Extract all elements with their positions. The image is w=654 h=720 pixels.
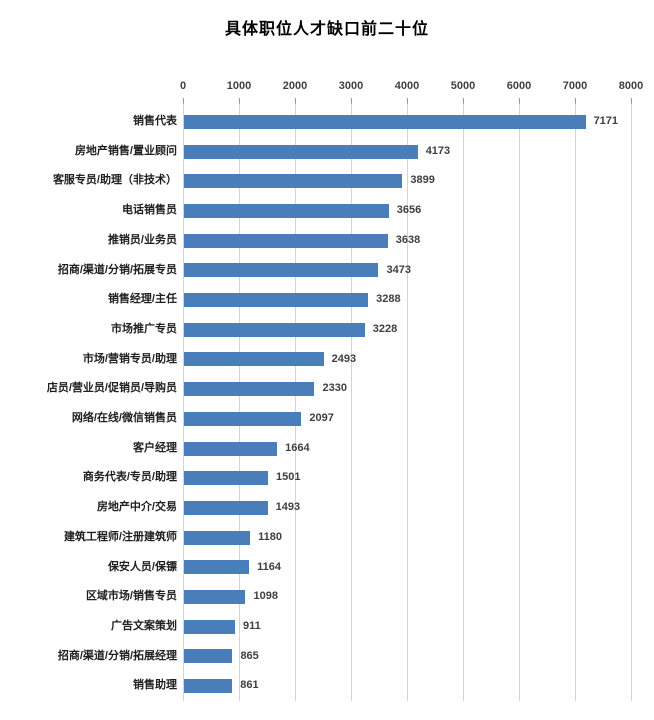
x-axis-tick-label: 0 <box>179 80 187 92</box>
value-label: 865 <box>240 649 259 662</box>
bar <box>184 500 268 515</box>
x-axis-tick-mark <box>463 98 464 104</box>
category-label: 广告文案策划 <box>111 619 177 632</box>
value-label: 1098 <box>253 590 278 603</box>
bar <box>184 441 278 456</box>
vertical-gridline <box>575 104 576 701</box>
x-axis-tick-mark <box>575 98 576 104</box>
value-label: 7171 <box>593 115 619 127</box>
bar <box>184 411 302 426</box>
bar <box>184 233 388 248</box>
category-label: 市场/营销专员/助理 <box>82 352 177 365</box>
bar <box>184 352 324 367</box>
category-label: 建筑工程师/注册建筑师 <box>63 530 177 543</box>
x-axis-tick-mark <box>183 98 184 104</box>
vertical-gridline <box>239 104 240 701</box>
category-label: 销售经理/主任 <box>107 293 177 306</box>
category-label: 市场推广专员 <box>111 322 177 335</box>
x-axis-tick-label: 2000 <box>282 80 308 92</box>
category-label: 销售助理 <box>133 679 177 692</box>
value-label: 3638 <box>395 233 421 246</box>
value-label: 861 <box>240 679 259 692</box>
x-axis-tick-mark <box>519 98 520 104</box>
x-axis-tick-mark <box>295 98 296 104</box>
value-label: 1664 <box>285 441 310 454</box>
value-label: 4173 <box>425 144 451 157</box>
x-axis-tick-label: 8000 <box>618 80 644 92</box>
value-label: 3288 <box>376 293 401 306</box>
x-axis-tick-label: 1000 <box>226 80 252 92</box>
value-label: 1164 <box>257 560 282 573</box>
value-label: 3473 <box>386 263 411 276</box>
bar <box>184 560 250 575</box>
bar <box>184 590 246 605</box>
value-label: 2330 <box>322 382 347 395</box>
category-label: 客户经理 <box>133 441 177 454</box>
bar <box>184 174 403 189</box>
chart-title: 具体职位人才缺口前二十位 <box>224 21 429 38</box>
vertical-gridline <box>295 104 296 701</box>
category-label: 保安人员/保镖 <box>107 560 177 573</box>
value-label: 911 <box>243 619 261 632</box>
x-axis-tick-mark <box>351 98 352 104</box>
bar <box>184 322 365 337</box>
value-label: 3656 <box>396 204 422 217</box>
bar <box>184 293 369 308</box>
category-label: 房地产销售/置业顾问 <box>74 144 177 157</box>
vertical-gridline <box>519 104 520 701</box>
value-label: 2097 <box>309 412 334 424</box>
x-axis-tick-label: 7000 <box>562 80 588 92</box>
value-label: 3899 <box>410 174 435 187</box>
value-label: 1493 <box>275 501 301 514</box>
category-label: 电话销售员 <box>122 204 177 217</box>
value-label: 1501 <box>276 471 301 484</box>
category-label: 招商/渠道/分销/拓展专员 <box>57 263 177 276</box>
bar <box>184 114 586 129</box>
category-label: 店员/营业员/促销员/导购员 <box>46 382 177 395</box>
x-axis-tick-label: 5000 <box>450 80 476 92</box>
bar <box>184 679 233 694</box>
category-label: 招商/渠道/分销/拓展经理 <box>57 649 177 662</box>
category-label: 区域市场/销售专员 <box>85 590 177 603</box>
x-axis-tick-label: 4000 <box>394 80 420 92</box>
x-axis-tick-mark <box>407 98 408 104</box>
vertical-gridline <box>407 104 408 701</box>
bar <box>184 649 233 664</box>
bar <box>184 203 389 218</box>
value-label: 3228 <box>372 322 398 335</box>
category-label: 销售代表 <box>133 115 177 127</box>
bar <box>184 530 251 545</box>
category-label: 客服专员/助理（非技术） <box>52 174 177 187</box>
bar <box>184 619 236 634</box>
vertical-gridline <box>463 104 464 701</box>
vertical-gridline <box>351 104 352 701</box>
x-axis-tick-mark <box>631 98 632 104</box>
bar <box>184 263 379 278</box>
x-axis-tick-mark <box>239 98 240 104</box>
vertical-gridline <box>631 104 632 701</box>
value-label: 2493 <box>331 352 357 365</box>
category-label: 商务代表/专员/助理 <box>82 471 177 484</box>
x-axis-tick-label: 6000 <box>506 80 532 92</box>
bar <box>184 382 315 397</box>
value-label: 1180 <box>258 530 282 543</box>
bar <box>184 471 269 486</box>
bar <box>184 144 418 159</box>
category-label: 房地产中介/交易 <box>96 501 177 514</box>
category-label: 网络/在线/微信销售员 <box>71 412 177 424</box>
vertical-gridline <box>183 104 184 701</box>
x-axis-tick-label: 3000 <box>338 80 364 92</box>
category-label: 推销员/业务员 <box>107 233 177 246</box>
